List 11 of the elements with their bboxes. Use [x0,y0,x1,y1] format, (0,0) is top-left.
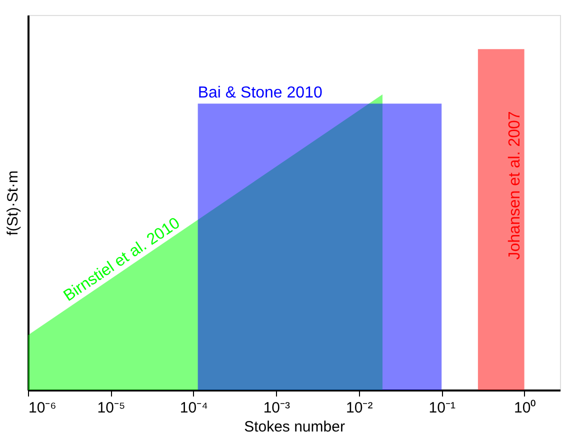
series-label: Bai & Stone 2010 [198,84,322,102]
y-axis-title: f(St)·St·m [4,170,22,236]
x-tick-label: 10⁻⁶ [28,400,56,416]
x-tick-label: 10⁻¹ [428,400,456,416]
series-label: Johansen et al. 2007 [506,111,524,260]
x-tick-label: 10⁻² [346,400,373,416]
x-axis-title: Stokes number [244,418,345,436]
x-tick-label: 10⁰ [514,400,536,416]
x-tick-label: 10⁻⁵ [97,400,126,416]
x-tick-label: 10⁻³ [263,400,290,416]
x-tick-label: 10⁻⁴ [180,400,208,416]
